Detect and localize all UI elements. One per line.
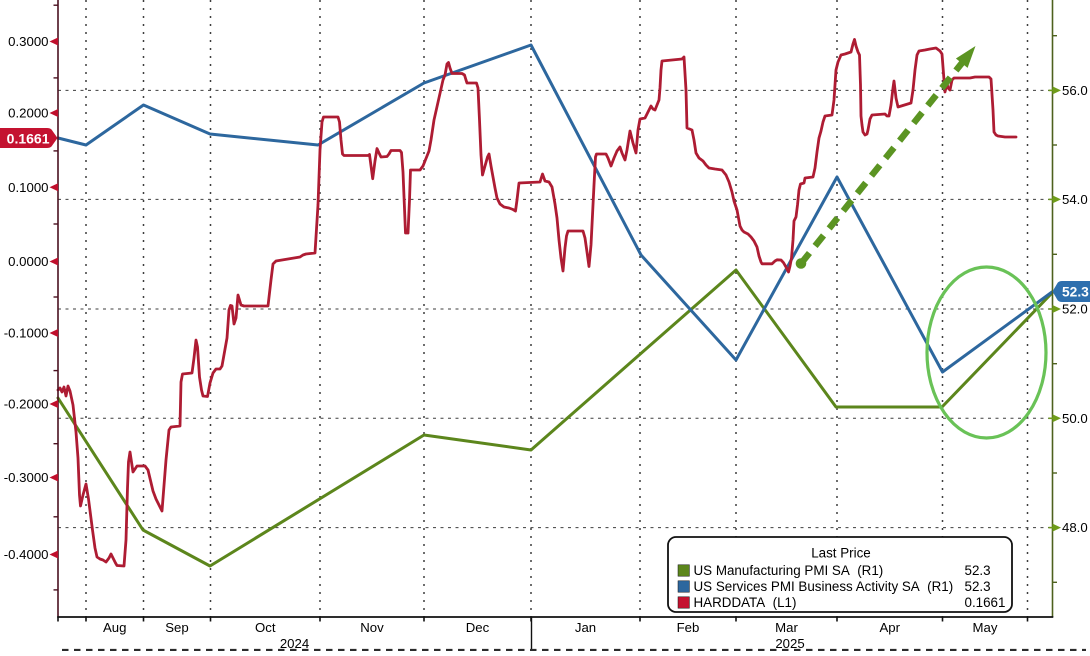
svg-text:52.0: 52.0 [1062, 302, 1088, 317]
svg-text:52.3: 52.3 [965, 563, 991, 578]
svg-text:52.3: 52.3 [965, 579, 991, 594]
svg-text:May: May [973, 620, 998, 635]
svg-text:0.1661: 0.1661 [7, 131, 50, 147]
svg-text:-0.1000: -0.1000 [4, 326, 49, 341]
svg-text:56.0: 56.0 [1062, 83, 1088, 98]
svg-text:0.1661: 0.1661 [965, 595, 1006, 610]
svg-text:Sep: Sep [165, 620, 188, 635]
svg-text:HARDDATA (L1): HARDDATA (L1) [694, 595, 797, 610]
svg-text:2025: 2025 [775, 636, 804, 651]
svg-text:-0.4000: -0.4000 [4, 547, 49, 562]
svg-text:Apr: Apr [879, 620, 900, 635]
svg-text:0.2000: 0.2000 [8, 106, 48, 121]
svg-text:48.0: 48.0 [1062, 520, 1088, 535]
svg-text:US Manufacturing PMI SA (R1): US Manufacturing PMI SA (R1) [694, 563, 884, 578]
svg-text:Last Price: Last Price [811, 546, 871, 561]
svg-text:2024: 2024 [280, 636, 309, 651]
svg-text:US Services PMI Business Activ: US Services PMI Business Activity SA (R1… [694, 579, 954, 594]
svg-text:0.0000: 0.0000 [8, 254, 48, 269]
svg-text:50.0: 50.0 [1062, 411, 1088, 426]
svg-text:-0.3000: -0.3000 [4, 470, 49, 485]
svg-text:Feb: Feb [677, 620, 700, 635]
svg-text:0.3000: 0.3000 [8, 34, 48, 49]
svg-text:Jan: Jan [575, 620, 596, 635]
svg-text:Dec: Dec [466, 620, 490, 635]
svg-text:-0.2000: -0.2000 [4, 397, 49, 412]
svg-text:Aug: Aug [103, 620, 126, 635]
svg-text:Mar: Mar [775, 620, 798, 635]
svg-text:Nov: Nov [360, 620, 384, 635]
svg-text:52.3: 52.3 [1062, 285, 1089, 300]
svg-text:0.1000: 0.1000 [8, 180, 48, 195]
svg-text:54.0: 54.0 [1062, 192, 1088, 207]
svg-text:Oct: Oct [255, 620, 276, 635]
